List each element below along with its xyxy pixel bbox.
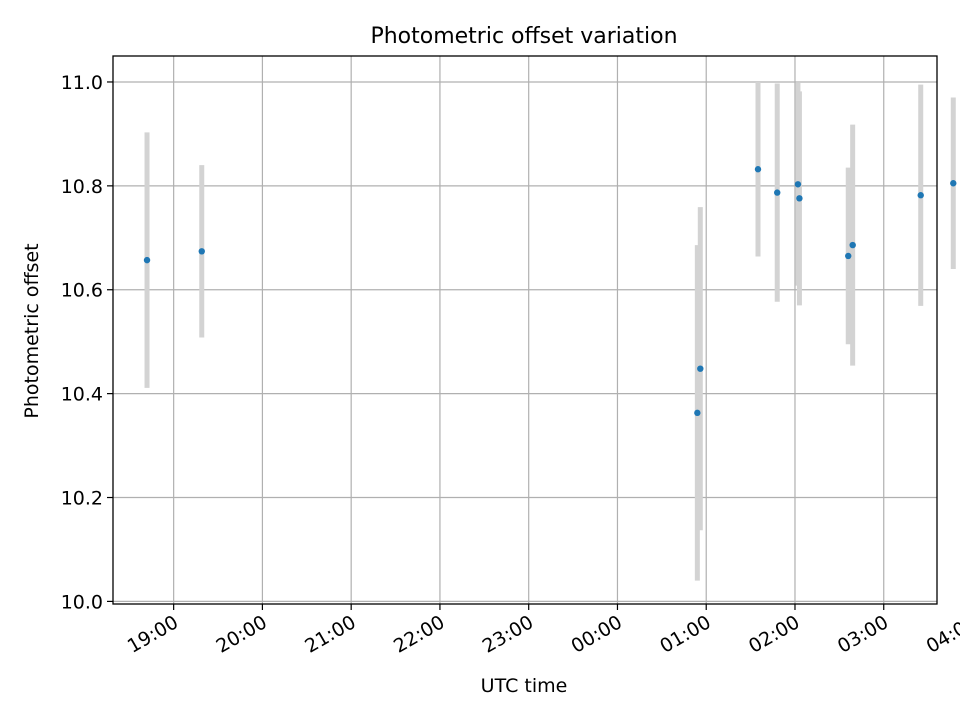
errorbars xyxy=(144,81,956,581)
x-tick-label: 04:00 xyxy=(923,611,960,657)
data-points xyxy=(143,166,957,417)
data-point xyxy=(774,189,781,196)
data-point xyxy=(917,192,924,199)
x-tick-label: 03:00 xyxy=(834,611,892,657)
x-tick-label: 20:00 xyxy=(212,611,270,657)
x-axis-label: UTC time xyxy=(481,675,568,697)
data-point xyxy=(754,166,762,173)
x-tick-label: 21:00 xyxy=(301,611,359,657)
x-axis-ticks: 19:00 20:00 21:00 22:00 23:00 00:00 01:00 02:00… xyxy=(124,604,960,658)
grid xyxy=(113,56,937,604)
data-point xyxy=(697,365,704,372)
y-tick-label: 11.0 xyxy=(61,72,103,94)
x-tick-label: 02:00 xyxy=(745,611,803,657)
data-point xyxy=(143,256,151,264)
y-tick-label: 10.0 xyxy=(61,591,103,613)
y-axis-label: Photometric offset xyxy=(21,243,43,418)
y-tick-label: 10.4 xyxy=(61,384,103,406)
y-axis-ticks: 10.0 10.2 10.4 10.6 10.8 11.0 xyxy=(61,72,113,613)
chart-title: Photometric offset variation xyxy=(370,24,677,49)
plot-frame xyxy=(112,55,938,605)
data-point xyxy=(794,181,802,188)
x-tick-label: 23:00 xyxy=(479,611,537,657)
data-point xyxy=(849,241,856,249)
data-point xyxy=(694,409,701,417)
x-tick-label: 22:00 xyxy=(390,611,448,657)
x-tick-label: 19:00 xyxy=(124,611,182,657)
data-point xyxy=(796,195,803,202)
y-tick-label: 10.6 xyxy=(61,280,103,302)
data-point xyxy=(198,248,205,255)
x-tick-label: 01:00 xyxy=(656,611,714,657)
x-tick-label: 00:00 xyxy=(568,611,626,657)
data-point xyxy=(950,180,957,187)
y-tick-label: 10.8 xyxy=(61,176,103,198)
data-point xyxy=(845,252,852,260)
y-tick-label: 10.2 xyxy=(61,488,103,510)
